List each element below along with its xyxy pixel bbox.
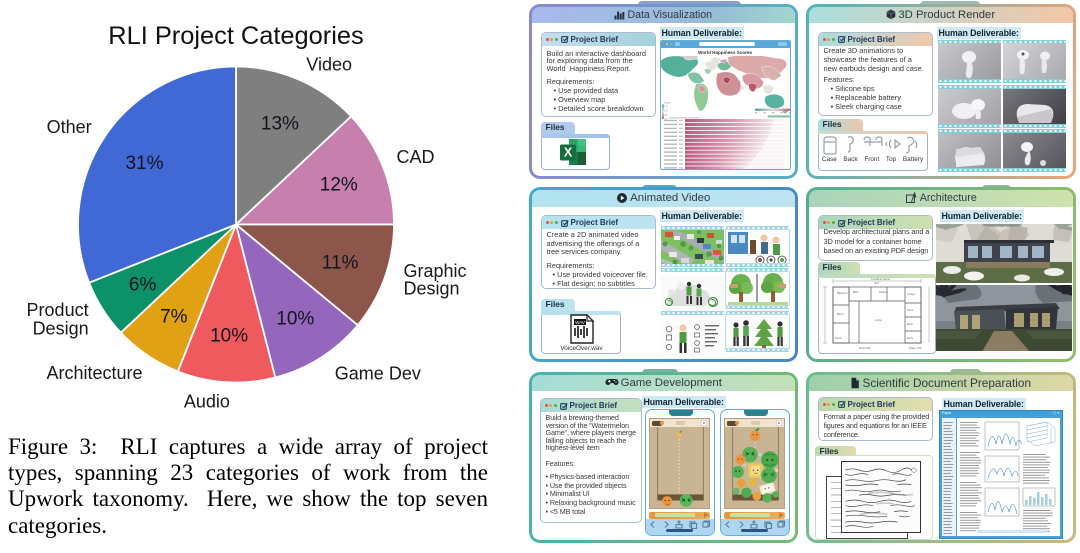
svg-text:Bedroom: Bedroom bbox=[837, 291, 848, 295]
svg-text:12%: 12% bbox=[320, 174, 358, 195]
svg-text:Porch: Porch bbox=[835, 336, 842, 340]
svg-text:31%: 31% bbox=[125, 153, 163, 174]
svg-text:Graphic: Graphic bbox=[404, 261, 467, 281]
svg-text:7%: 7% bbox=[160, 307, 188, 328]
svg-text:X: X bbox=[563, 146, 572, 160]
svg-text:6.0: 6.0 bbox=[664, 110, 668, 112]
svg-text:Game Dev: Game Dev bbox=[335, 363, 421, 383]
svg-text:11%: 11% bbox=[322, 253, 359, 274]
svg-text:Design: Design bbox=[33, 319, 89, 339]
svg-text:40 ft: 40 ft bbox=[874, 281, 879, 285]
svg-text:Container Home: Container Home bbox=[871, 277, 890, 281]
svg-text:A: A bbox=[913, 193, 916, 198]
svg-text:Living 1: Living 1 bbox=[907, 292, 916, 296]
svg-text:Video: Video bbox=[306, 55, 352, 75]
svg-text:Store: Store bbox=[907, 308, 914, 312]
svg-text:Audio: Audio bbox=[184, 392, 230, 412]
svg-text:WAV: WAV bbox=[575, 320, 585, 325]
svg-text:Other: Other bbox=[47, 117, 92, 137]
svg-text:Bath: Bath bbox=[853, 290, 859, 294]
svg-text:Bed 2: Bed 2 bbox=[837, 312, 844, 316]
svg-text:Floor Plan: Floor Plan bbox=[859, 346, 871, 350]
svg-text:CAD: CAD bbox=[397, 147, 435, 167]
svg-text:6%: 6% bbox=[129, 274, 157, 295]
svg-text:10%: 10% bbox=[210, 325, 248, 346]
svg-text:13%: 13% bbox=[261, 114, 299, 135]
svg-text:Living: Living bbox=[875, 318, 882, 322]
svg-text:Product: Product bbox=[27, 300, 89, 320]
svg-text:7.5: 7.5 bbox=[664, 106, 668, 108]
svg-text:Entry: Entry bbox=[907, 336, 914, 340]
svg-text:RLI Project Categories: RLI Project Categories bbox=[108, 22, 363, 50]
svg-text:Kitchen: Kitchen bbox=[879, 290, 888, 294]
svg-text:Scale 1:50: Scale 1:50 bbox=[909, 346, 922, 350]
svg-text:10%: 10% bbox=[276, 308, 314, 329]
svg-text:Design: Design bbox=[404, 278, 460, 298]
svg-text:Architecture: Architecture bbox=[46, 363, 142, 383]
svg-text:Deck: Deck bbox=[907, 322, 914, 326]
svg-text:4.5: 4.5 bbox=[664, 114, 668, 116]
svg-text:Score: Score bbox=[664, 101, 671, 104]
